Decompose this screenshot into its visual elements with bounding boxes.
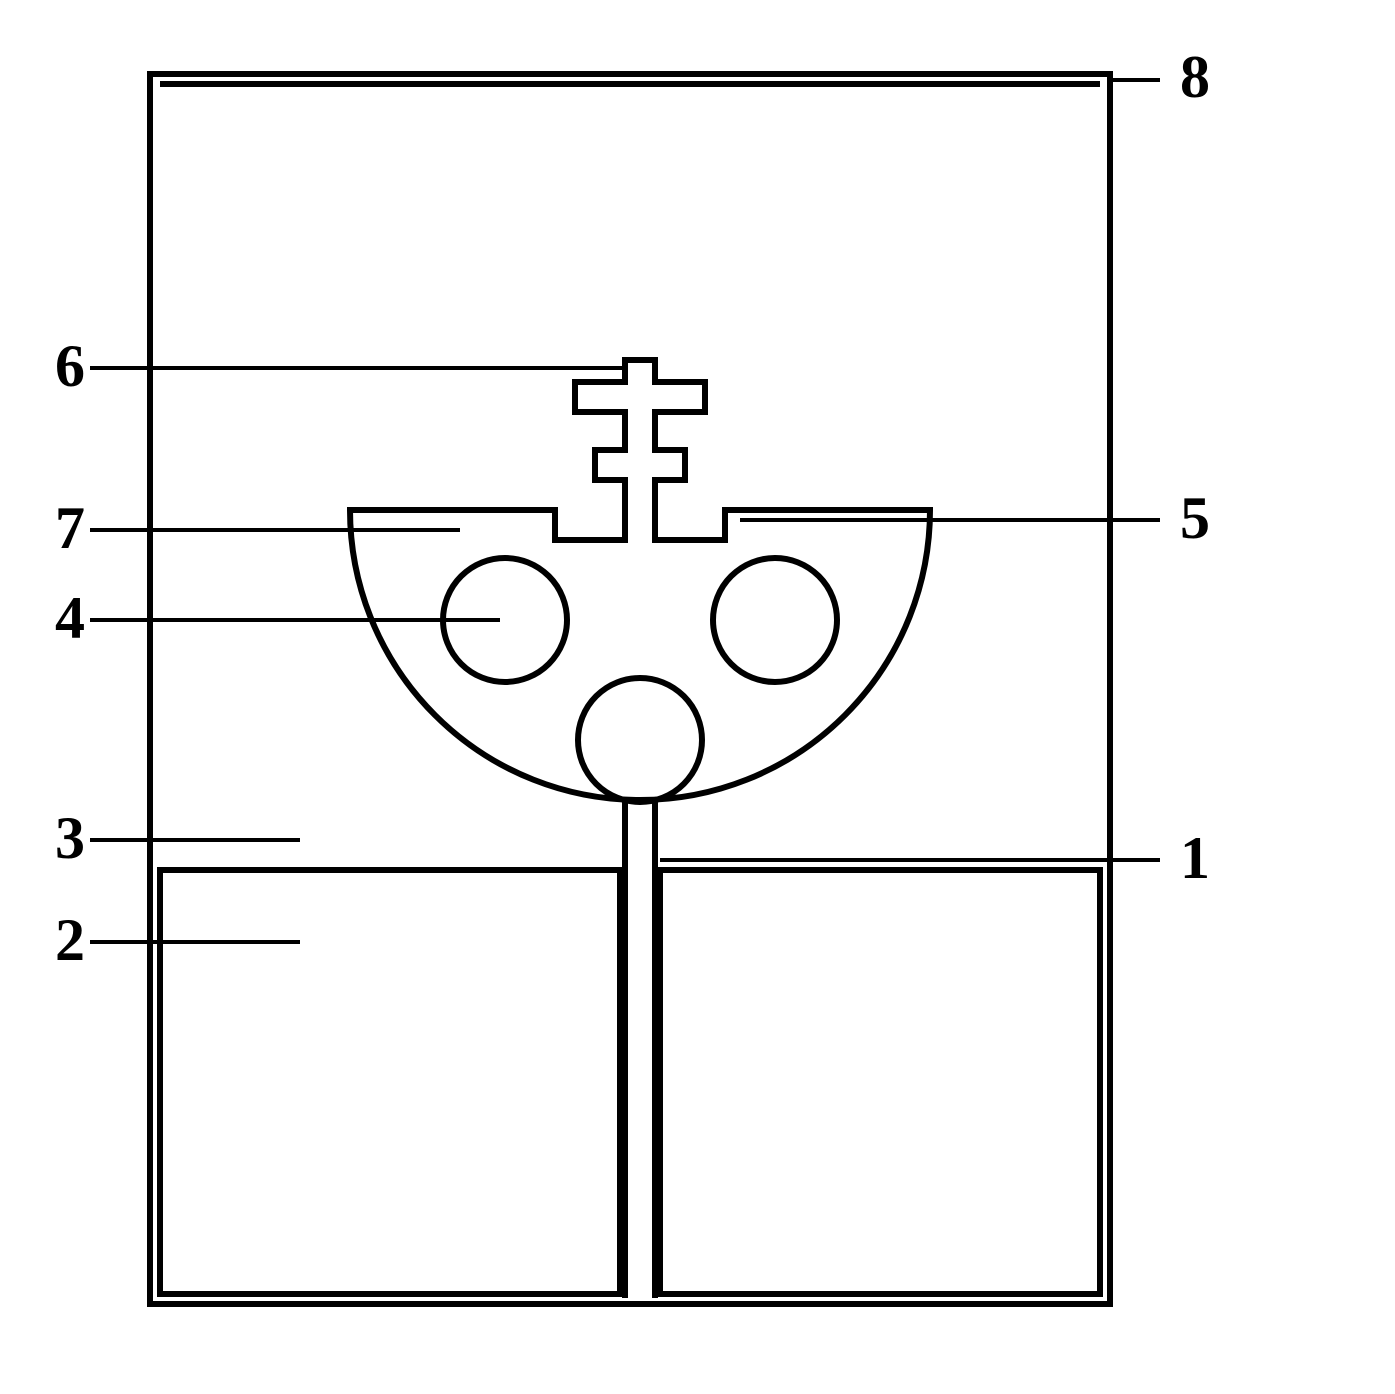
callout-label-4: 4 [55,585,85,651]
radiator-patch-outline [350,360,930,800]
ground-plane-left [160,870,620,1294]
callout-label-1: 1 [1180,825,1210,891]
patch-hole-3 [713,558,837,682]
callout-label-5: 5 [1180,485,1210,551]
patch-hole-2 [578,678,702,802]
callout-label-8: 8 [1180,44,1210,110]
callout-label-7: 7 [55,495,85,561]
callout-label-6: 6 [55,333,85,399]
callout-label-2: 2 [55,907,85,973]
callout-label-3: 3 [55,805,85,871]
ground-plane-right [660,870,1100,1294]
substrate-outline [150,74,1110,1304]
